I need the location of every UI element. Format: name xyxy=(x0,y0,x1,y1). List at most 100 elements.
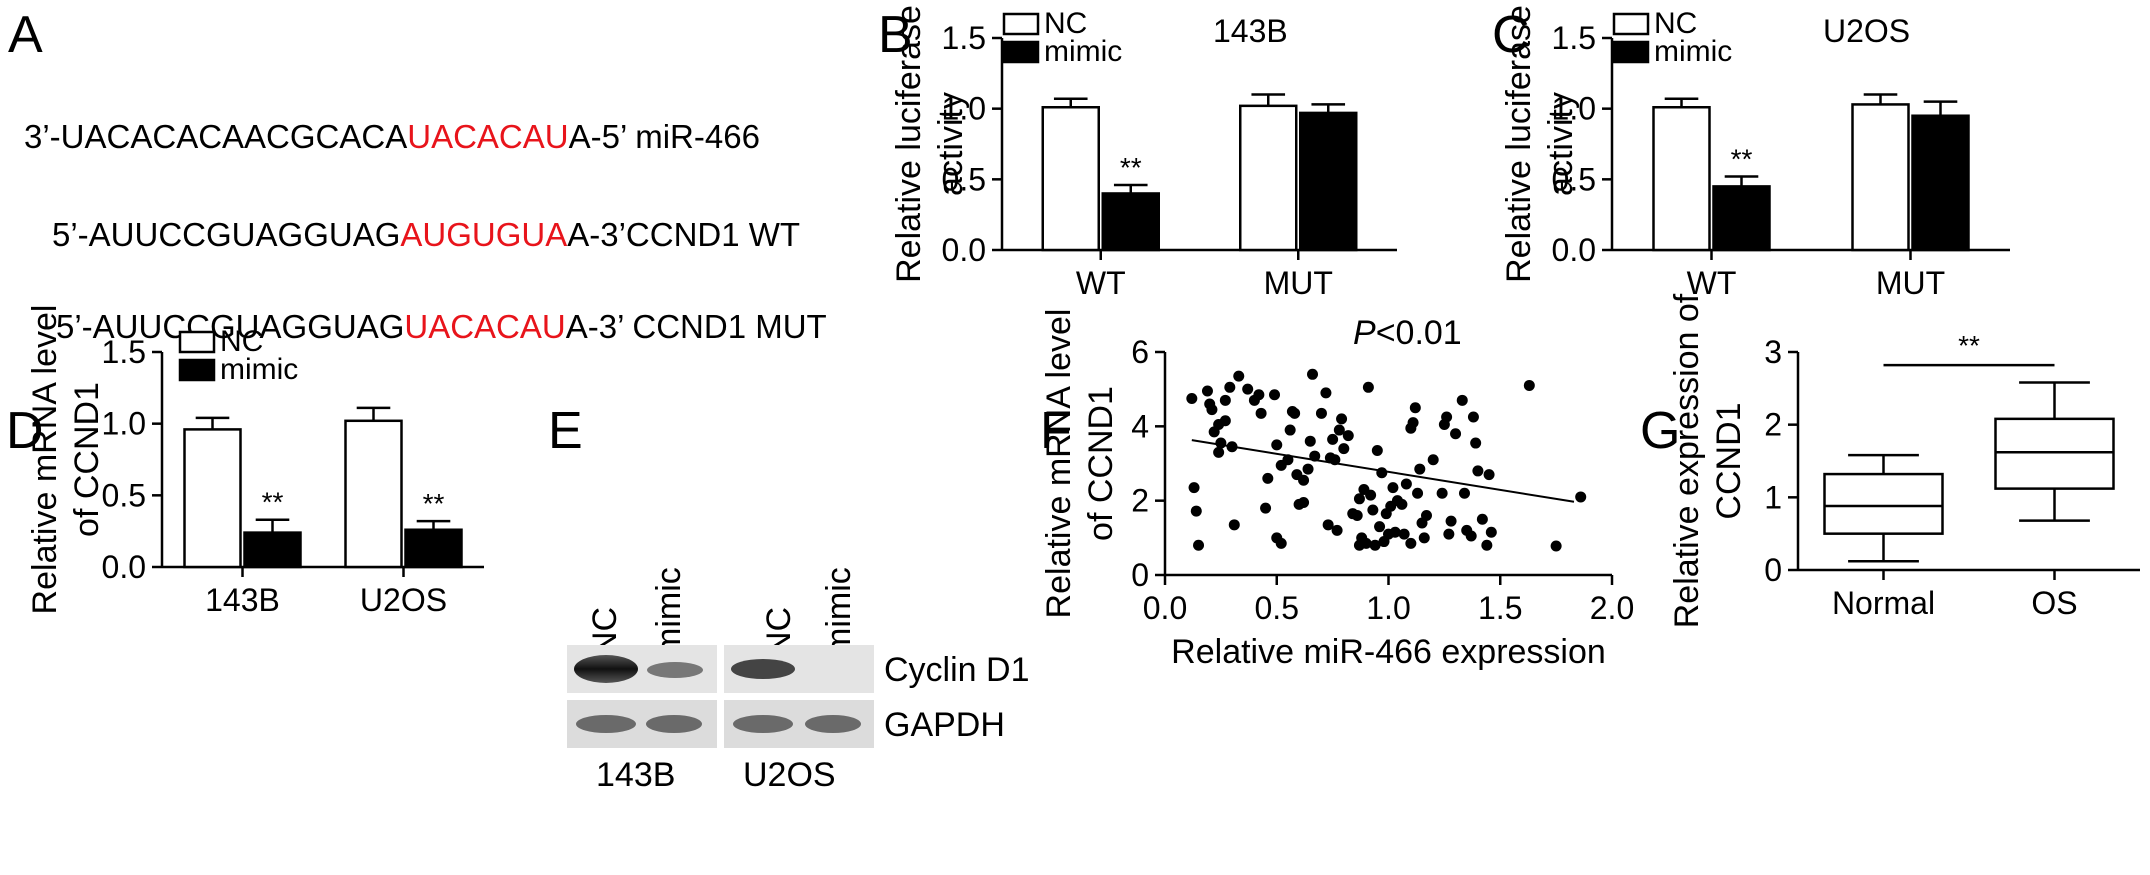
y-tick-label: 1 xyxy=(1764,479,1782,515)
significance-mark: ** xyxy=(1958,330,1980,361)
data-point xyxy=(1284,424,1296,436)
y-tick-label: 4 xyxy=(1131,408,1149,444)
data-point xyxy=(1483,469,1495,481)
x-tick-label: 2.0 xyxy=(1590,590,1634,626)
bar-mimic-wt xyxy=(1712,185,1771,252)
data-point xyxy=(1407,417,1419,429)
data-point xyxy=(1485,526,1497,538)
x-tick-label: OS xyxy=(2031,585,2077,621)
panel-label-d: D xyxy=(6,402,44,460)
bar-nc-u2os xyxy=(344,419,403,569)
y-axis-label: Relative mRNA level xyxy=(26,305,64,615)
data-point xyxy=(1396,498,1408,510)
y-axis-label: Relative mRNA level xyxy=(1040,309,1078,619)
y-tick-label: 0.5 xyxy=(1552,161,1596,197)
data-point xyxy=(1219,415,1231,427)
data-point xyxy=(1443,528,1455,540)
data-point xyxy=(1262,472,1274,484)
bar-nc-mut xyxy=(1851,103,1910,252)
panel-label-e: E xyxy=(548,402,583,460)
data-point xyxy=(1367,504,1379,516)
x-tick-label: U2OS xyxy=(360,582,447,618)
bar-nc-143b xyxy=(183,428,242,569)
data-point xyxy=(1213,446,1225,458)
sequence-prefix: 5’-AUUCCGUAGGUAG xyxy=(56,308,404,345)
blot-lane-label: mimic xyxy=(650,567,688,656)
panel-label-f: F xyxy=(1040,402,1072,460)
bar-mimic-wt xyxy=(1101,192,1160,252)
data-point xyxy=(1362,381,1374,393)
chart-c-luciferase-u2os: 0.0 0.5 1.0 1.5 Relative luciferase activity W… xyxy=(1500,5,2010,301)
band-gapdh-mimic-143b xyxy=(646,715,702,733)
data-point xyxy=(1206,404,1218,416)
significance-mark: ** xyxy=(423,488,445,519)
panel-label-a: A xyxy=(8,6,43,64)
data-point xyxy=(1298,474,1310,486)
ccnd1-wt-sequence: 5’-AUUCCGUAGGUAGAUGUGUAA-3’CCND1 WT xyxy=(52,216,800,253)
legend-label-nc: NC xyxy=(220,325,263,358)
data-point xyxy=(1260,502,1272,514)
panel-a: A 3’-UACACACAACGCACAUACACAUA-5’ miR-466 … xyxy=(8,6,827,345)
y-tick-label: 0.0 xyxy=(1552,232,1596,268)
sequence-seed: UACACAU xyxy=(407,118,568,155)
data-point xyxy=(1481,539,1493,551)
data-point xyxy=(1575,491,1587,503)
y-tick-label: 1.0 xyxy=(102,406,146,442)
data-point xyxy=(1450,428,1462,440)
data-point xyxy=(1282,454,1294,466)
title-p-symbol: P xyxy=(1353,314,1376,352)
blot-band-label: GAPDH xyxy=(884,706,1005,744)
y-tick-label: 2 xyxy=(1764,407,1782,443)
data-point xyxy=(1298,497,1310,509)
data-point xyxy=(1338,443,1350,455)
data-point xyxy=(1523,379,1535,391)
legend-label-mimic: mimic xyxy=(1044,35,1122,68)
data-point xyxy=(1445,515,1457,527)
band-cyclin-mimic-143b xyxy=(647,662,703,678)
box-os xyxy=(1994,417,2115,490)
data-point xyxy=(1441,411,1453,423)
data-point xyxy=(1201,385,1213,397)
panel-label-b: B xyxy=(878,6,913,64)
legend-swatch-nc xyxy=(1002,12,1040,36)
data-point xyxy=(1472,465,1484,477)
data-point xyxy=(1219,394,1231,406)
data-point xyxy=(1336,413,1348,425)
y-tick-label: 0.5 xyxy=(942,161,986,197)
legend-label-mimic: mimic xyxy=(220,353,298,386)
chart-f-scatter: 0 2 4 6 0.0 0.5 1.0 1.5 2.0 Relative miR-466 expr… xyxy=(1040,309,1634,671)
data-point xyxy=(1271,439,1283,451)
y-tick-label: 1.0 xyxy=(1552,91,1596,127)
band-cyclin-nc-u2os xyxy=(731,659,795,679)
legend-swatch-mimic xyxy=(1612,40,1650,64)
data-point xyxy=(1418,532,1430,544)
y-axis-label: activity xyxy=(1542,92,1580,196)
legend-label-mimic: mimic xyxy=(1654,35,1732,68)
bar-mimic-u2os xyxy=(404,528,463,569)
significance-mark: ** xyxy=(262,487,284,518)
y-tick-label: 1.5 xyxy=(102,334,146,370)
data-point xyxy=(1342,430,1354,442)
data-point xyxy=(1253,389,1265,401)
data-point xyxy=(1476,513,1488,525)
data-point xyxy=(1420,510,1432,522)
data-point xyxy=(1412,487,1424,499)
data-point xyxy=(1389,526,1401,538)
bar-mimic-143b xyxy=(243,531,302,569)
legend-swatch-mimic xyxy=(178,358,216,382)
y-tick-label: 0.0 xyxy=(942,232,986,268)
x-tick-label: 1.0 xyxy=(1366,590,1410,626)
y-axis-label: Relative expression of xyxy=(1668,293,1706,628)
y-tick-label: 0 xyxy=(1131,557,1149,593)
data-point xyxy=(1436,487,1448,499)
data-point xyxy=(1467,411,1479,423)
data-point xyxy=(1327,433,1339,445)
data-point xyxy=(1371,444,1383,456)
blot-group-label: U2OS xyxy=(743,756,836,794)
bar-nc-wt xyxy=(1041,106,1100,252)
blot-lane-label: mimic xyxy=(820,567,858,656)
band-gapdh-nc-143b xyxy=(576,715,636,733)
ccnd1-mut-sequence: 5’-AUUCCGUAGGUAGUACACAUA-3’ CCND1 MUT xyxy=(56,308,827,345)
y-tick-label: 1.0 xyxy=(942,91,986,127)
data-point xyxy=(1255,407,1267,419)
